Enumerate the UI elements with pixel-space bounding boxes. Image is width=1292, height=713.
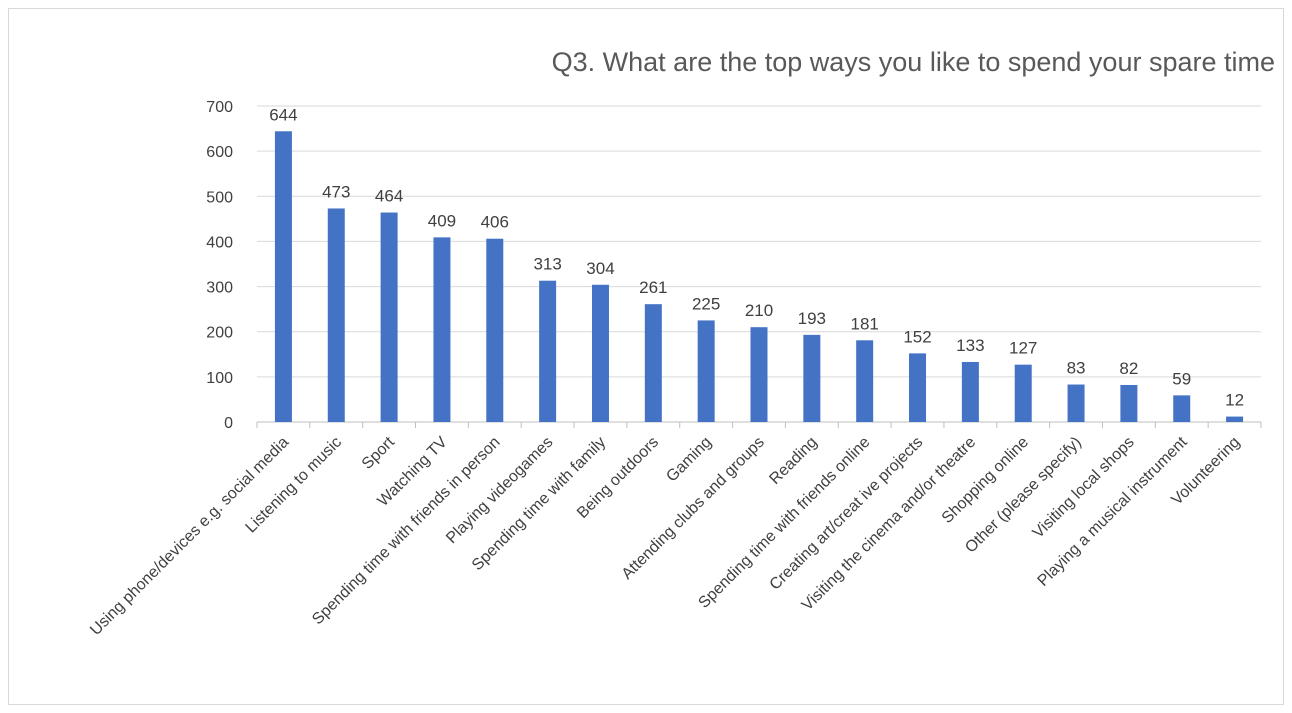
category-labels: Using phone/devices e.g. social mediaLis…: [87, 433, 1243, 638]
bar: [803, 334, 821, 422]
y-tick-label: 100: [206, 370, 233, 387]
bar: [750, 327, 768, 422]
bar: [274, 131, 292, 422]
data-label: 210: [745, 301, 773, 320]
data-label: 225: [692, 294, 720, 313]
data-label: 406: [481, 213, 509, 232]
data-labels: 644 473 464 409 406 313 304 261 225 210 193 181 152 1…: [269, 105, 1244, 409]
data-label: 133: [956, 336, 984, 355]
bar: [1067, 384, 1085, 422]
y-axis-ticks: 0 100 200 300 400 500 600 700: [206, 99, 233, 432]
y-tick-label: 600: [206, 144, 233, 161]
data-label: 83: [1067, 359, 1086, 378]
bar: [909, 353, 927, 422]
bar-chart: Q3. What are the top ways you like to sp…: [87, 47, 1275, 639]
category-label: Using phone/devices e.g. social media: [87, 434, 292, 639]
category-label: Listening to music: [243, 434, 346, 537]
data-label: 193: [798, 309, 826, 328]
y-tick-label: 200: [206, 325, 233, 342]
category-label: Sport: [359, 433, 398, 472]
bar: [1173, 395, 1191, 422]
data-label: 644: [269, 105, 297, 124]
category-label: Reading: [766, 434, 820, 488]
y-tick-label: 300: [206, 280, 233, 297]
bar: [433, 237, 451, 422]
bar: [1226, 416, 1244, 422]
bar: [961, 361, 979, 422]
y-tick-label: 400: [206, 234, 233, 251]
y-tick-label: 700: [206, 99, 233, 116]
data-label: 473: [322, 182, 350, 201]
data-label: 127: [1009, 339, 1037, 358]
bar: [644, 304, 662, 422]
chart-frame: Q3. What are the top ways you like to sp…: [8, 8, 1284, 705]
bar: [591, 284, 609, 422]
category-label: Spending time with friends in person: [309, 434, 503, 628]
data-label: 313: [533, 255, 561, 274]
bar: [486, 238, 504, 422]
data-label: 409: [428, 211, 456, 230]
bar: [856, 340, 874, 422]
data-label: 181: [850, 314, 878, 333]
bar: [697, 320, 715, 422]
data-label: 261: [639, 278, 667, 297]
gridlines: [256, 105, 1262, 428]
data-label: 82: [1119, 359, 1138, 378]
bar: [1120, 384, 1138, 422]
category-label: Gaming: [663, 434, 715, 486]
data-label: 12: [1225, 391, 1244, 410]
category-label: Visiting local shops: [1030, 434, 1138, 542]
y-tick-label: 500: [206, 189, 233, 206]
bar: [539, 280, 557, 422]
bar: [380, 212, 398, 422]
bar: [1014, 364, 1032, 422]
y-tick-label: 0: [224, 415, 233, 432]
bar: [327, 208, 345, 422]
chart-title: Q3. What are the top ways you like to sp…: [552, 47, 1275, 77]
data-label: 464: [375, 187, 403, 206]
data-label: 152: [903, 327, 931, 346]
bars: [274, 131, 1244, 422]
data-label: 59: [1172, 369, 1191, 388]
data-label: 304: [586, 259, 614, 278]
